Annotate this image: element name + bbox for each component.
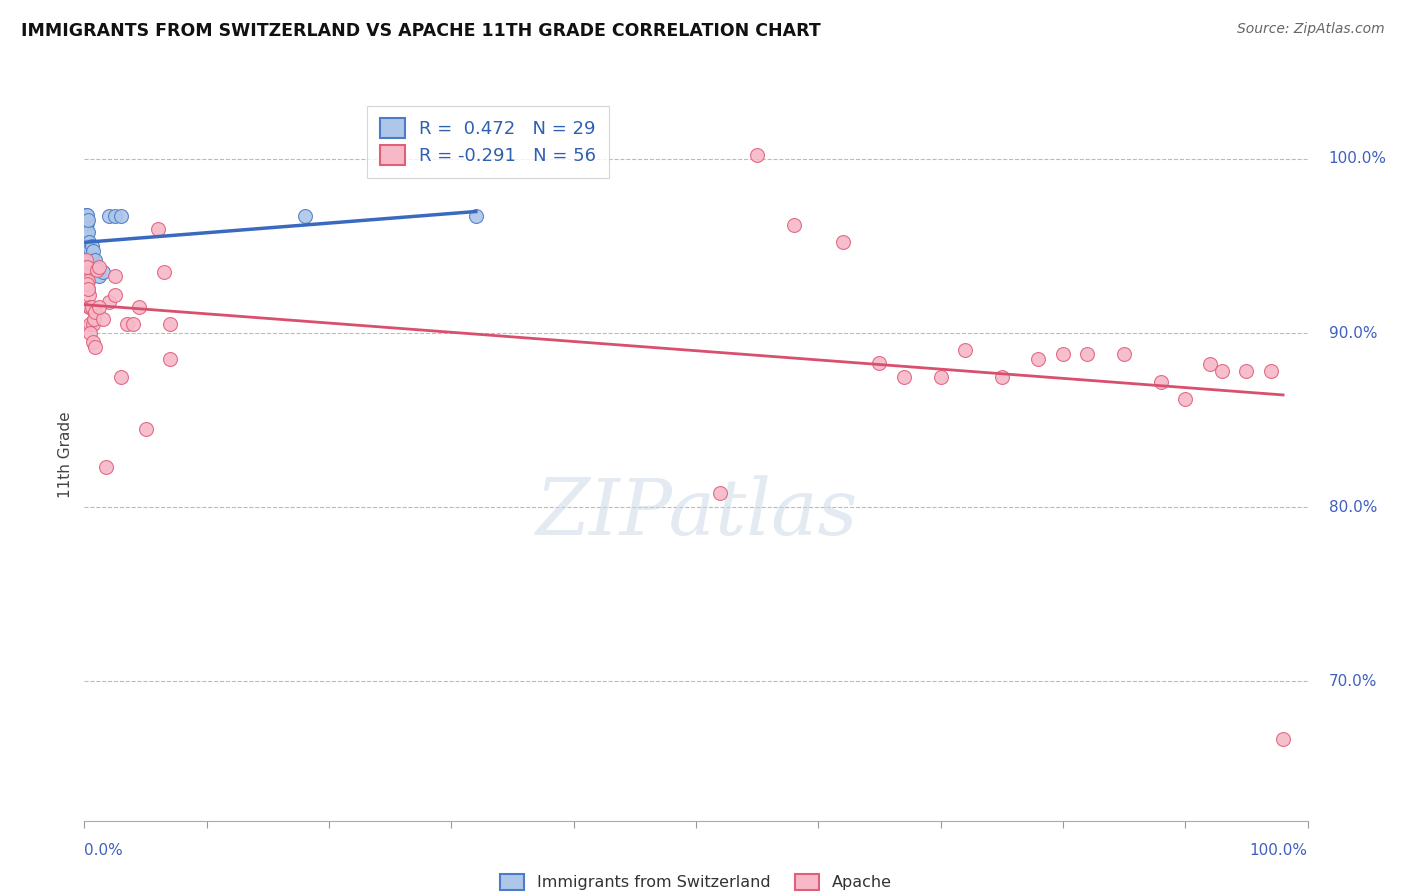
- Point: [86, 261, 108, 276]
- Text: 100.0%: 100.0%: [1250, 843, 1308, 858]
- Point: [153, 265, 176, 279]
- Point: [97, 210, 120, 224]
- Point: [1076, 347, 1098, 361]
- Point: [76, 239, 98, 253]
- Point: [75, 208, 97, 222]
- Text: Source: ZipAtlas.com: Source: ZipAtlas.com: [1237, 22, 1385, 37]
- Point: [1211, 364, 1233, 378]
- Point: [831, 235, 853, 250]
- Point: [79, 256, 101, 270]
- Point: [146, 221, 169, 235]
- Point: [80, 239, 103, 253]
- Point: [1198, 357, 1220, 371]
- Point: [76, 277, 98, 292]
- Point: [79, 326, 101, 340]
- Point: [77, 225, 100, 239]
- Point: [115, 318, 138, 332]
- Point: [77, 283, 100, 297]
- Point: [464, 210, 486, 224]
- Point: [83, 260, 105, 274]
- Point: [84, 340, 107, 354]
- Point: [76, 268, 98, 283]
- Point: [80, 251, 103, 265]
- Point: [83, 312, 105, 326]
- Point: [84, 252, 107, 267]
- Point: [929, 369, 952, 384]
- Legend: Immigrants from Switzerland, Apache: Immigrants from Switzerland, Apache: [494, 867, 898, 892]
- Point: [79, 318, 101, 332]
- Point: [747, 148, 769, 162]
- Point: [80, 300, 103, 314]
- Point: [77, 300, 100, 314]
- Point: [97, 294, 120, 309]
- Point: [76, 260, 98, 274]
- Point: [77, 249, 100, 263]
- Point: [159, 352, 181, 367]
- Point: [91, 265, 114, 279]
- Point: [75, 218, 97, 232]
- Point: [87, 300, 110, 314]
- Point: [1028, 352, 1050, 367]
- Point: [1260, 364, 1282, 378]
- Text: 90.0%: 90.0%: [1329, 326, 1376, 341]
- Point: [77, 235, 100, 250]
- Text: 70.0%: 70.0%: [1329, 673, 1376, 689]
- Point: [159, 318, 181, 332]
- Point: [87, 260, 110, 274]
- Point: [128, 300, 150, 314]
- Point: [73, 225, 96, 239]
- Text: 80.0%: 80.0%: [1329, 500, 1376, 515]
- Point: [75, 252, 97, 267]
- Point: [104, 287, 127, 301]
- Point: [135, 422, 157, 436]
- Point: [77, 212, 100, 227]
- Point: [869, 356, 891, 370]
- Point: [82, 318, 104, 332]
- Point: [953, 343, 976, 358]
- Text: ZIPatlas: ZIPatlas: [534, 475, 858, 551]
- Point: [1150, 375, 1173, 389]
- Point: [73, 260, 96, 274]
- Text: IMMIGRANTS FROM SWITZERLAND VS APACHE 11TH GRADE CORRELATION CHART: IMMIGRANTS FROM SWITZERLAND VS APACHE 11…: [21, 22, 821, 40]
- Point: [91, 312, 114, 326]
- Point: [893, 369, 915, 384]
- Point: [122, 318, 145, 332]
- Point: [76, 216, 98, 230]
- Point: [1272, 731, 1295, 746]
- Point: [86, 263, 108, 277]
- Point: [77, 274, 100, 288]
- Point: [75, 214, 97, 228]
- Point: [82, 256, 104, 270]
- Text: 0.0%: 0.0%: [84, 843, 124, 858]
- Point: [1052, 347, 1074, 361]
- Point: [96, 460, 118, 475]
- Point: [87, 268, 110, 283]
- Point: [84, 305, 107, 319]
- Point: [82, 244, 104, 259]
- Point: [77, 239, 100, 253]
- Point: [1114, 347, 1136, 361]
- Point: [76, 208, 98, 222]
- Point: [77, 287, 100, 301]
- Point: [1174, 392, 1197, 407]
- Point: [82, 334, 104, 349]
- Point: [990, 369, 1012, 384]
- Point: [77, 283, 100, 297]
- Point: [783, 218, 806, 232]
- Point: [104, 210, 127, 224]
- Point: [79, 300, 101, 314]
- Point: [110, 369, 132, 384]
- Point: [104, 268, 127, 283]
- Point: [1234, 364, 1257, 378]
- Point: [110, 210, 132, 224]
- Point: [294, 210, 316, 224]
- Point: [79, 243, 101, 257]
- Y-axis label: 11th Grade: 11th Grade: [58, 411, 73, 499]
- Point: [76, 225, 98, 239]
- Text: 100.0%: 100.0%: [1329, 152, 1386, 167]
- Point: [709, 486, 731, 500]
